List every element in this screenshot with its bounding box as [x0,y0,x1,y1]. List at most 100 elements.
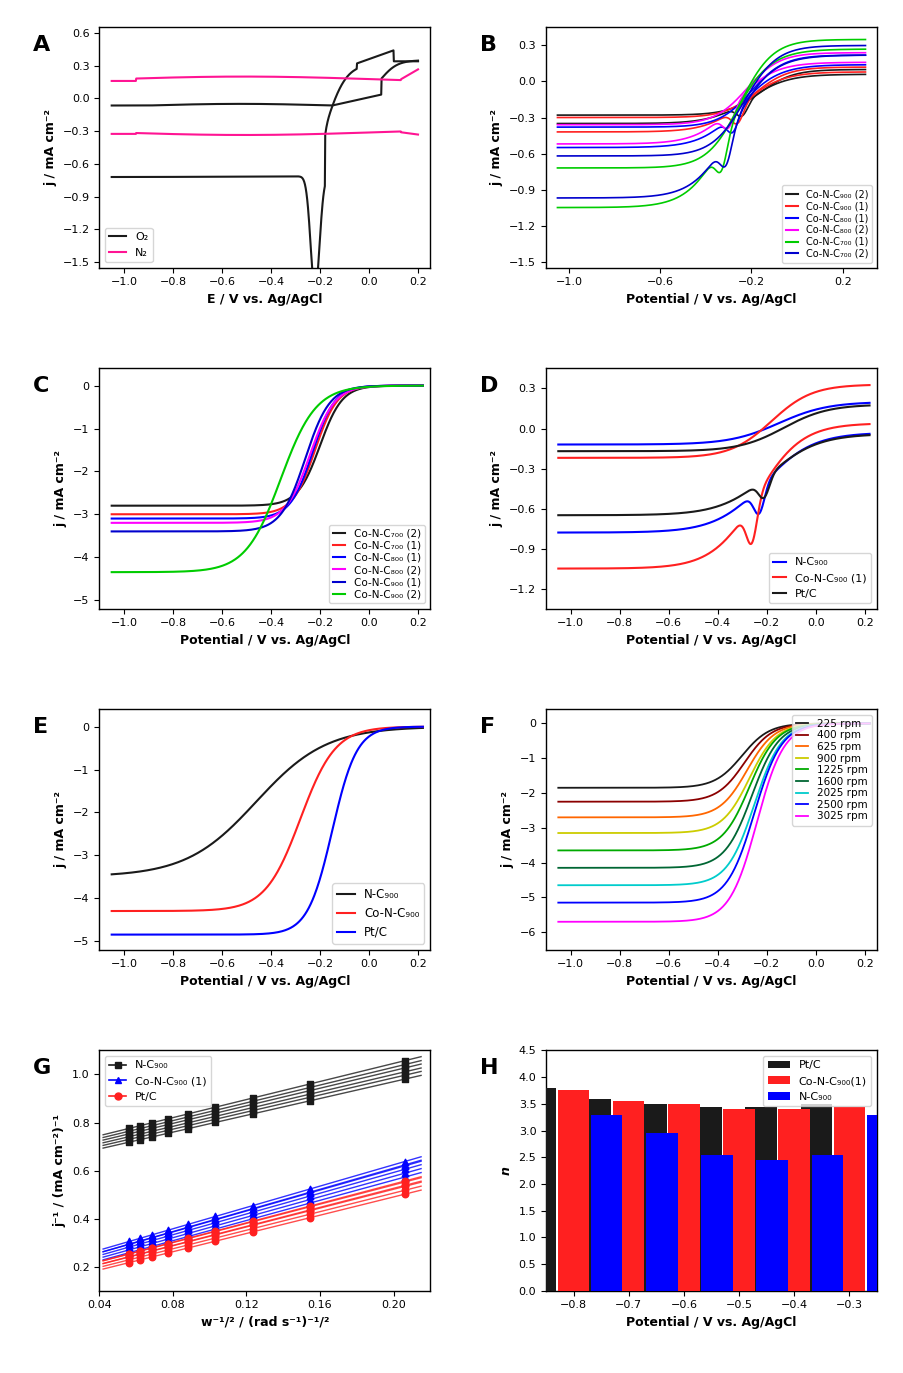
Point [144,1233,159,1255]
Point [303,1189,317,1211]
Legend: N-C₉₀₀, Co-N-C₉₀₀ (1), Pt/C: N-C₉₀₀, Co-N-C₉₀₀ (1), Pt/C [768,553,870,603]
Point [181,1230,195,1252]
Point [144,1230,159,1252]
Point [132,1230,146,1252]
Legend: Co-N-C₉₀₀ (2), Co-N-C₉₀₀ (1), Co-N-C₈₀₀ (1), Co-N-C₈₀₀ (2), Co-N-C₇₀₀ (1), Co-N-: Co-N-C₉₀₀ (2), Co-N-C₉₀₀ (1), Co-N-C₈₀₀ … [781,185,871,262]
Point [122,1126,136,1148]
Point [303,1195,317,1216]
Point [397,1057,412,1079]
Point [144,1237,159,1259]
Point [246,1208,260,1230]
Point [161,1222,175,1244]
Point [303,1086,317,1108]
Point [144,1240,159,1262]
Point [181,1109,195,1131]
Bar [777,1109,809,1291]
X-axis label: Potential / V vs. Ag/AgCl: Potential / V vs. Ag/AgCl [626,292,796,306]
Bar [591,1115,622,1291]
Point [397,1174,412,1196]
Point [246,1195,260,1216]
Point [122,1243,136,1265]
Point [144,1223,159,1245]
Point [181,1234,195,1256]
Point [122,1243,136,1265]
Point [122,1131,136,1153]
Bar [833,1107,864,1291]
Point [122,1236,136,1258]
Point [208,1227,222,1249]
Point [122,1123,136,1145]
Point [397,1159,412,1181]
Point [208,1223,222,1245]
Point [397,1153,412,1175]
Point [161,1236,175,1258]
Point [397,1064,412,1086]
Point [144,1227,159,1249]
Point [303,1185,317,1207]
Point [132,1233,146,1255]
Point [181,1227,195,1249]
Point [181,1118,195,1140]
Point [208,1212,222,1234]
Point [181,1112,195,1134]
Point [132,1243,146,1265]
Bar [690,1107,721,1291]
Point [122,1233,136,1255]
Point [246,1221,260,1243]
Point [122,1252,136,1274]
Point [246,1199,260,1221]
Text: E: E [33,717,49,737]
Point [144,1118,159,1140]
Point [161,1232,175,1254]
Point [246,1204,260,1226]
Point [303,1072,317,1094]
Point [208,1221,222,1243]
Point [122,1230,136,1252]
Point [122,1129,136,1151]
Point [132,1230,146,1252]
Point [303,1090,317,1112]
Point [161,1116,175,1138]
X-axis label: Potential / V vs. Ag/AgCl: Potential / V vs. Ag/AgCl [180,975,349,989]
Point [181,1216,195,1238]
Text: D: D [479,376,498,395]
Y-axis label: j / mA cm⁻²: j / mA cm⁻² [501,791,514,868]
Point [144,1123,159,1145]
Point [132,1227,146,1249]
Point [161,1243,175,1265]
Bar [800,1104,831,1291]
Point [303,1083,317,1105]
Text: A: A [33,34,51,55]
Point [122,1238,136,1260]
Point [303,1200,317,1222]
Point [246,1210,260,1232]
Legend: Pt/C, Co-N-C₉₀₀(1), N-C₉₀₀: Pt/C, Co-N-C₉₀₀(1), N-C₉₀₀ [762,1056,870,1107]
Point [132,1118,146,1140]
X-axis label: Potential / V vs. Ag/AgCl: Potential / V vs. Ag/AgCl [626,634,796,647]
Point [161,1238,175,1260]
Point [208,1096,222,1118]
Point [397,1179,412,1201]
Point [181,1115,195,1137]
Bar [811,1155,842,1291]
Point [208,1108,222,1130]
Point [161,1222,175,1244]
Point [397,1171,412,1193]
Point [181,1222,195,1244]
Point [208,1208,222,1230]
Point [397,1163,412,1185]
Bar [612,1101,644,1291]
Point [246,1097,260,1119]
Point [144,1126,159,1148]
Point [132,1240,146,1262]
Point [181,1105,195,1127]
Point [246,1211,260,1233]
Point [397,1151,412,1173]
Point [132,1236,146,1258]
Point [181,1237,195,1259]
X-axis label: E / V vs. Ag/AgCl: E / V vs. Ag/AgCl [207,292,322,306]
Point [208,1112,222,1134]
Point [246,1087,260,1109]
Point [132,1244,146,1266]
Point [246,1214,260,1236]
